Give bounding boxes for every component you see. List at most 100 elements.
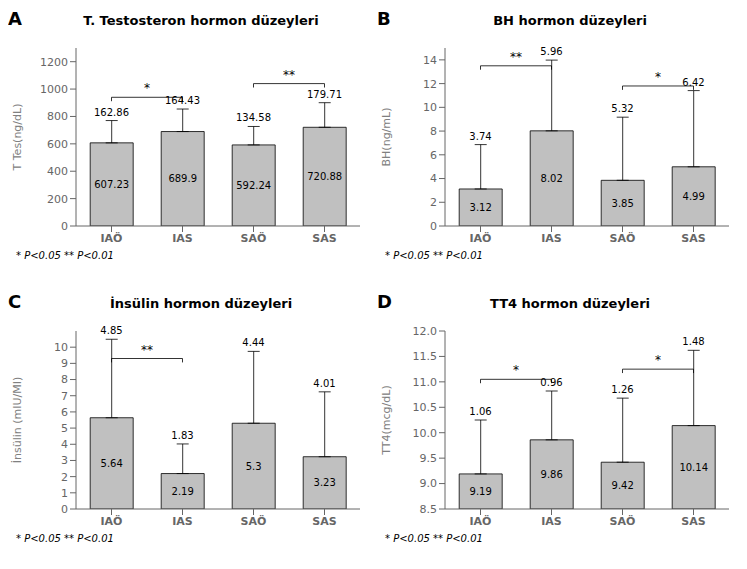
svg-text:9.86: 9.86 [541,468,563,479]
svg-text:T Tes(ng/dL): T Tes(ng/dL) [11,104,24,172]
svg-text:689.9: 689.9 [168,173,197,184]
svg-text:8.5: 8.5 [420,502,438,515]
svg-text:IAS: IAS [172,514,193,527]
svg-text:720.88: 720.88 [307,171,342,182]
svg-text:6: 6 [61,405,68,418]
svg-text:1.26: 1.26 [611,384,633,395]
svg-text:**: ** [283,68,295,82]
svg-text:3.74: 3.74 [469,131,491,142]
svg-text:6: 6 [430,149,437,162]
svg-text:12: 12 [423,78,437,91]
svg-text:5.64: 5.64 [101,457,123,468]
svg-text:SAS: SAS [312,232,336,245]
svg-text:607.23: 607.23 [94,179,129,190]
svg-text:1: 1 [61,486,68,499]
svg-text:*: * [513,363,519,377]
svg-text:1.83: 1.83 [171,429,193,440]
svg-text:IAS: IAS [172,232,193,245]
svg-text:4.01: 4.01 [313,377,335,388]
html-text:D: D [377,290,392,312]
svg-text:SAS: SAS [681,232,705,245]
svg-text:0: 0 [430,220,437,233]
svg-text:9.5: 9.5 [420,452,438,465]
svg-text:200: 200 [47,193,68,206]
svg-text:5.3: 5.3 [246,460,262,471]
svg-text:BH(ng/mL): BH(ng/mL) [380,108,393,167]
svg-text:10.14: 10.14 [679,461,708,472]
svg-text:3.23: 3.23 [314,477,336,488]
svg-text:9.42: 9.42 [612,480,634,491]
svg-text:IAS: IAS [541,514,562,527]
svg-text:9.19: 9.19 [470,486,492,497]
svg-text:9: 9 [61,357,68,370]
svg-text:İnsülin (mIU/MI): İnsülin (mIU/MI) [11,376,24,463]
svg-text:5.96: 5.96 [540,46,562,57]
svg-text:4.85: 4.85 [100,325,122,336]
svg-text:8.02: 8.02 [541,173,563,184]
svg-text:10.0: 10.0 [413,426,438,439]
svg-text:800: 800 [47,110,68,123]
svg-text:IAS: IAS [541,232,562,245]
svg-text:*: * [144,81,150,95]
html-text:B: B [377,8,391,29]
svg-text:5.32: 5.32 [611,103,633,114]
svg-text:14: 14 [423,54,437,67]
svg-text:SAS: SAS [312,514,336,527]
svg-text:1.06: 1.06 [469,406,491,417]
svg-text:11.0: 11.0 [413,375,438,388]
svg-text:12.0: 12.0 [413,324,438,337]
svg-text:162.86: 162.86 [94,107,129,118]
svg-text:8: 8 [61,373,68,386]
svg-text:1000: 1000 [40,83,68,96]
svg-text:8: 8 [430,125,437,138]
svg-text:SAS: SAS [681,514,705,527]
svg-text:0.96: 0.96 [540,377,562,388]
svg-text:4: 4 [430,172,437,185]
svg-text:IAÖ: IAÖ [101,513,123,527]
svg-text:IAÖ: IAÖ [470,513,492,527]
svg-text:*: * [655,70,661,84]
svg-text:**: ** [510,50,522,64]
svg-text:IAÖ: IAÖ [101,231,123,245]
svg-text:0: 0 [61,502,68,515]
svg-text:2: 2 [430,196,437,209]
svg-text:SAÖ: SAÖ [241,513,267,527]
svg-text:10: 10 [54,341,68,354]
svg-text:400: 400 [47,165,68,178]
html-text:TT4 hormon düzeyleri: TT4 hormon düzeyleri [490,295,650,311]
html-text:T. Testosteron hormon düzeyler: T. Testosteron hormon düzeyleri [83,13,319,28]
svg-text:179.71: 179.71 [307,89,342,100]
svg-text:*: * [655,353,661,367]
svg-text:3: 3 [61,454,68,467]
svg-text:4.44: 4.44 [242,337,264,348]
svg-text:9.0: 9.0 [420,477,438,490]
svg-text:IAÖ: IAÖ [470,231,492,245]
svg-text:600: 600 [47,138,68,151]
svg-text:134.58: 134.58 [236,112,271,123]
svg-text:5: 5 [61,421,68,434]
svg-text:1200: 1200 [40,56,68,69]
html-text:BH hormon düzeyleri: BH hormon düzeyleri [493,13,647,28]
svg-text:0: 0 [61,220,68,233]
svg-text:11.5: 11.5 [413,350,438,363]
svg-text:SAÖ: SAÖ [610,513,636,527]
svg-text:10.5: 10.5 [413,401,438,414]
svg-text:SAÖ: SAÖ [241,231,267,245]
svg-text:592.24: 592.24 [236,180,271,191]
svg-text:3.12: 3.12 [470,202,492,213]
svg-text:4: 4 [61,438,68,451]
svg-text:6.42: 6.42 [682,77,704,88]
svg-text:3.85: 3.85 [612,198,634,209]
svg-text:7: 7 [61,389,68,402]
svg-text:SAÖ: SAÖ [610,231,636,245]
svg-text:TT4(mcg/dL): TT4(mcg/dL) [380,385,393,455]
svg-text:**: ** [141,342,153,356]
svg-text:2: 2 [61,470,68,483]
svg-text:10: 10 [423,101,437,114]
svg-text:4.99: 4.99 [683,191,705,202]
svg-text:1.48: 1.48 [682,336,704,347]
html-text:A: A [8,8,22,29]
html-text:İnsülin hormon düzeyleri: İnsülin hormon düzeyleri [109,295,293,311]
svg-text:2.19: 2.19 [172,485,194,496]
svg-text:164.43: 164.43 [165,95,200,106]
